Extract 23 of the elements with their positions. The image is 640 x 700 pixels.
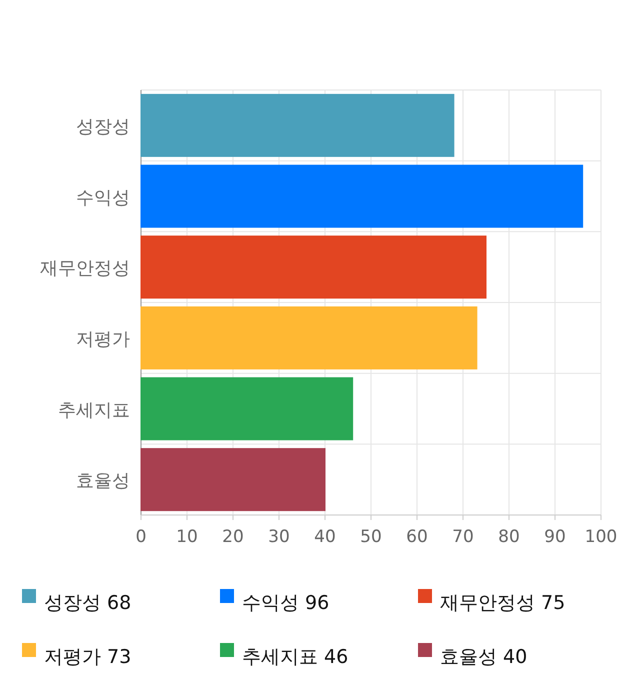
- x-tick-label: 70: [452, 527, 474, 547]
- x-tick-label: 100: [584, 527, 618, 547]
- x-tick-label: 20: [222, 527, 244, 547]
- x-tick-label: 10: [176, 527, 198, 547]
- y-tick-label: 효율성: [76, 470, 130, 492]
- x-tick-label: 0: [136, 527, 146, 547]
- legend-label: 수익성 96: [242, 592, 330, 614]
- y-tick-label: 저평가: [76, 328, 130, 350]
- x-tick-label: 80: [498, 527, 520, 547]
- legend-label: 효율성 40: [440, 646, 528, 668]
- legend-label: 추세지표 46: [242, 646, 348, 668]
- y-tick-label: 수익성: [76, 187, 130, 208]
- x-tick-label: 90: [544, 527, 566, 547]
- x-tick-label: 60: [406, 527, 428, 547]
- x-tick-label: 50: [360, 527, 382, 547]
- legend-label: 저평가 73: [44, 646, 132, 668]
- x-tick-label: 30: [268, 527, 290, 547]
- legend-label: 재무안정성 75: [440, 592, 566, 614]
- y-tick-label: 재무안정성: [40, 258, 130, 280]
- legend-label: 성장성 68: [44, 592, 132, 614]
- y-tick-label: 성장성: [76, 116, 130, 138]
- y-tick-label: 추세지표: [58, 400, 130, 421]
- x-tick-label: 40: [314, 527, 336, 547]
